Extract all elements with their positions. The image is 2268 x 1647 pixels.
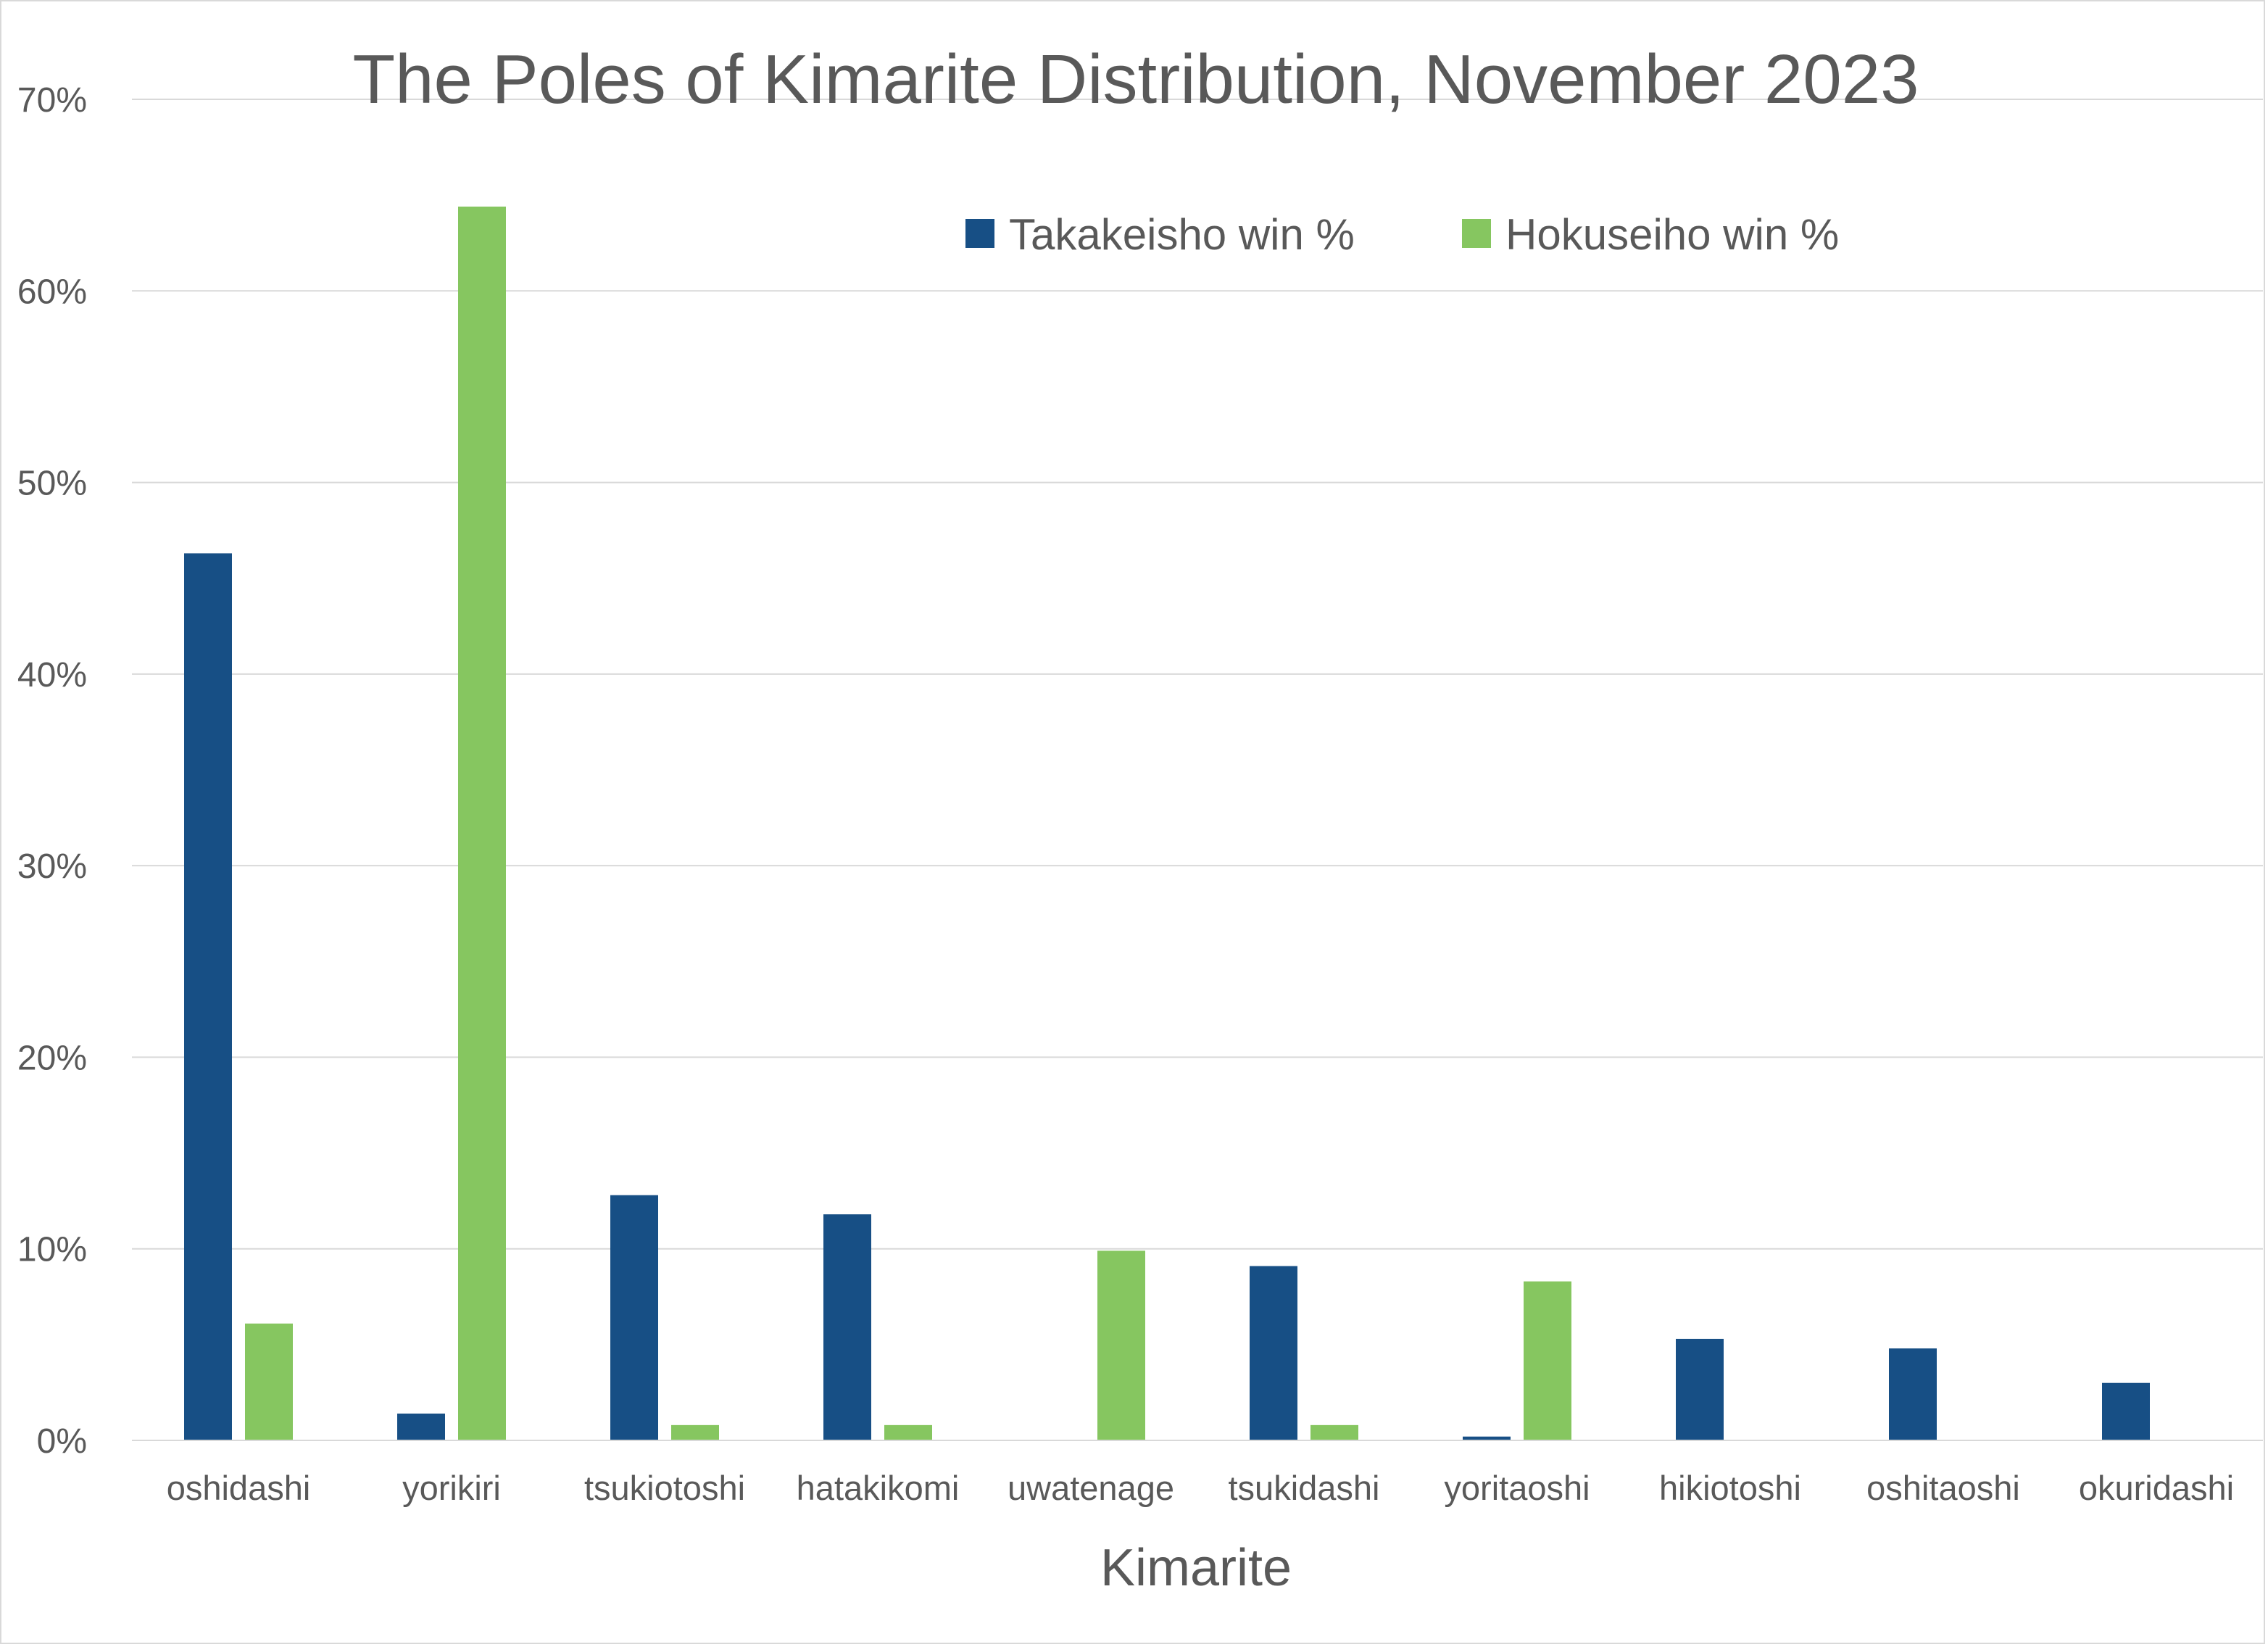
x-tick-label-oshidashi: oshidashi <box>167 1469 311 1507</box>
x-tick-label-hatakikomi: hatakikomi <box>797 1469 960 1507</box>
y-tick-label: 0% <box>37 1422 87 1461</box>
x-tick-label-tsukiotoshi: tsukiotoshi <box>584 1469 745 1507</box>
legend: Takakeisho win % Hokuseiho win % <box>965 210 1839 259</box>
bar-hokuseiho-yoritaoshi <box>1524 1281 1571 1440</box>
bar-takakeisho-yorikiri <box>397 1414 445 1440</box>
legend-label-takakeisho: Takakeisho win % <box>1009 210 1355 259</box>
legend-label-hokuseiho: Hokuseiho win % <box>1505 210 1839 259</box>
y-axis-tick-labels: 0% 10% 20% 30% 40% 50% 60% 70% <box>17 81 87 1461</box>
x-tick-label-yoritaoshi: yoritaoshi <box>1444 1469 1590 1507</box>
x-tick-label-oshitaoshi: oshitaoshi <box>1866 1469 2020 1507</box>
bar-hokuseiho-uwatenage <box>1097 1250 1145 1440</box>
bar-takakeisho-oshitaoshi <box>1889 1348 1937 1440</box>
bar-takakeisho-tsukidashi <box>1250 1266 1297 1440</box>
y-tick-label: 30% <box>17 847 87 886</box>
y-tick-label: 70% <box>17 81 87 120</box>
x-axis-title: Kimarite <box>1100 1539 1292 1597</box>
bar-takakeisho-yoritaoshi <box>1463 1436 1511 1440</box>
legend-swatch-takakeisho <box>965 219 994 248</box>
x-tick-label-okuridashi: okuridashi <box>2079 1469 2234 1507</box>
x-tick-label-yorikiri: yorikiri <box>402 1469 501 1507</box>
y-tick-label: 20% <box>17 1039 87 1077</box>
chart-title: The Poles of Kimarite Distribution, Nove… <box>353 41 1919 118</box>
x-tick-label-uwatenage: uwatenage <box>1008 1469 1174 1507</box>
x-tick-label-hikiotoshi: hikiotoshi <box>1659 1469 1801 1507</box>
bars <box>184 207 2150 1440</box>
bar-hokuseiho-yorikiri <box>458 207 506 1440</box>
y-tick-label: 50% <box>17 465 87 503</box>
legend-swatch-hokuseiho <box>1462 219 1491 248</box>
x-axis-category-labels: oshidashi yorikiri tsukiotoshi hatakikomi uw… <box>167 1469 2234 1507</box>
bar-takakeisho-hatakikomi <box>823 1214 871 1440</box>
bar-takakeisho-okuridashi <box>2102 1382 2150 1440</box>
bar-hokuseiho-tsukiotoshi <box>671 1424 719 1440</box>
y-tick-label: 40% <box>17 656 87 694</box>
bar-hokuseiho-oshidashi <box>245 1323 293 1440</box>
bar-hokuseiho-hatakikomi <box>884 1424 932 1440</box>
bar-hokuseiho-tsukidashi <box>1310 1424 1358 1440</box>
bar-takakeisho-tsukiotoshi <box>610 1195 658 1440</box>
y-tick-label: 60% <box>17 273 87 311</box>
y-tick-label: 10% <box>17 1231 87 1269</box>
x-tick-label-tsukidashi: tsukidashi <box>1229 1469 1380 1507</box>
bar-takakeisho-hikiotoshi <box>1676 1338 1724 1440</box>
bar-takakeisho-oshidashi <box>184 553 232 1440</box>
gridlines <box>132 99 2263 1250</box>
